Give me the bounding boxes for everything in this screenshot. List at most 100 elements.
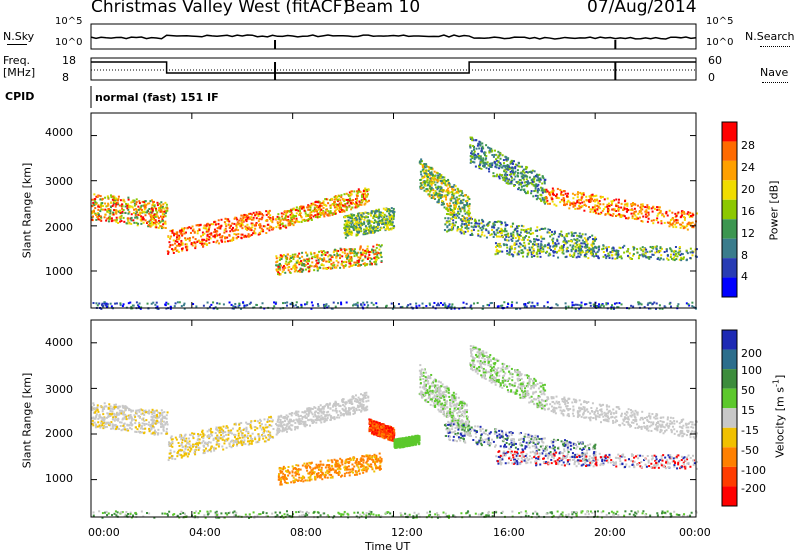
data-cell (608, 209, 611, 212)
data-cell (331, 267, 334, 270)
data-cell (449, 211, 452, 214)
data-cell (493, 224, 496, 227)
data-cell (425, 169, 428, 172)
data-cell (510, 305, 513, 308)
data-cell (605, 303, 608, 306)
data-cell (249, 212, 252, 215)
data-cell (237, 305, 240, 308)
data-cell (689, 257, 692, 260)
data-cell (135, 409, 138, 412)
data-cell (360, 203, 363, 206)
data-cell (367, 249, 370, 252)
data-cell (272, 228, 275, 231)
data-cell (333, 196, 336, 199)
data-cell (281, 215, 284, 218)
data-cell (389, 217, 392, 220)
data-cell (155, 301, 158, 304)
data-cell (554, 242, 557, 245)
data-cell (349, 257, 352, 260)
data-cell (350, 231, 353, 234)
data-cell (102, 407, 105, 410)
data-cell (516, 239, 519, 242)
data-cell (676, 221, 679, 224)
data-cell (324, 198, 327, 201)
data-cell (506, 158, 509, 161)
data-cell (595, 246, 598, 249)
data-cell (120, 214, 123, 217)
data-cell (432, 305, 435, 308)
data-cell (633, 210, 636, 213)
data-cell (116, 405, 119, 408)
data-cell (548, 252, 551, 255)
data-cell (151, 210, 154, 213)
data-cell (159, 205, 162, 208)
data-cell (131, 417, 134, 420)
data-cell (640, 248, 643, 251)
data-cell (637, 303, 640, 306)
data-cell (292, 304, 295, 307)
data-cell (577, 245, 580, 248)
data-cell (457, 212, 460, 215)
data-cell (378, 211, 381, 214)
data-cell (148, 212, 151, 215)
data-cell (269, 214, 272, 217)
data-cell (479, 157, 482, 160)
data-cell (478, 219, 481, 222)
data-cell (194, 242, 197, 245)
data-cell (335, 205, 338, 208)
data-cell (284, 214, 287, 217)
data-cell (623, 244, 626, 247)
data-cell (285, 260, 288, 263)
data-cell (240, 214, 243, 217)
data-cell (463, 210, 466, 213)
data-cell (98, 205, 101, 208)
data-cell (206, 222, 209, 225)
data-cell (433, 179, 436, 182)
data-cell (175, 236, 178, 239)
data-cell (671, 224, 674, 227)
data-cell (156, 415, 159, 418)
data-cell (356, 262, 359, 265)
data-cell (330, 197, 333, 200)
nsky-legend-line (7, 44, 27, 45)
data-cell (355, 202, 358, 205)
data-cell (138, 200, 141, 203)
data-cell (376, 216, 379, 219)
data-cell (150, 199, 153, 202)
data-cell (385, 304, 388, 307)
data-cell (362, 262, 365, 265)
data-cell (93, 421, 96, 424)
data-cell (337, 302, 340, 305)
data-cell (276, 221, 279, 224)
data-cell (307, 204, 310, 207)
data-cell (131, 200, 134, 203)
data-cell (523, 174, 526, 177)
data-cell (490, 233, 493, 236)
data-cell (251, 213, 254, 216)
data-cell (175, 244, 178, 247)
data-cell (355, 218, 358, 221)
data-cell (444, 181, 447, 184)
data-cell (345, 301, 348, 304)
data-cell (428, 195, 431, 198)
data-cell (498, 164, 501, 167)
nsearch-legend-line (760, 46, 790, 47)
data-cell (157, 219, 160, 222)
data-cell (310, 307, 313, 310)
data-cell (541, 246, 544, 249)
data-cell (573, 252, 576, 255)
data-cell (369, 260, 372, 263)
data-cell (149, 222, 152, 225)
data-cell (520, 175, 523, 178)
data-cell (348, 228, 351, 231)
data-cell (545, 195, 548, 198)
data-cell (602, 305, 605, 308)
data-cell (254, 223, 257, 226)
data-cell (375, 263, 378, 266)
data-cell (390, 207, 393, 210)
data-cell (259, 232, 262, 235)
data-cell (258, 210, 261, 213)
data-cell (317, 304, 320, 307)
data-cell (339, 257, 342, 260)
data-cell (290, 209, 293, 212)
